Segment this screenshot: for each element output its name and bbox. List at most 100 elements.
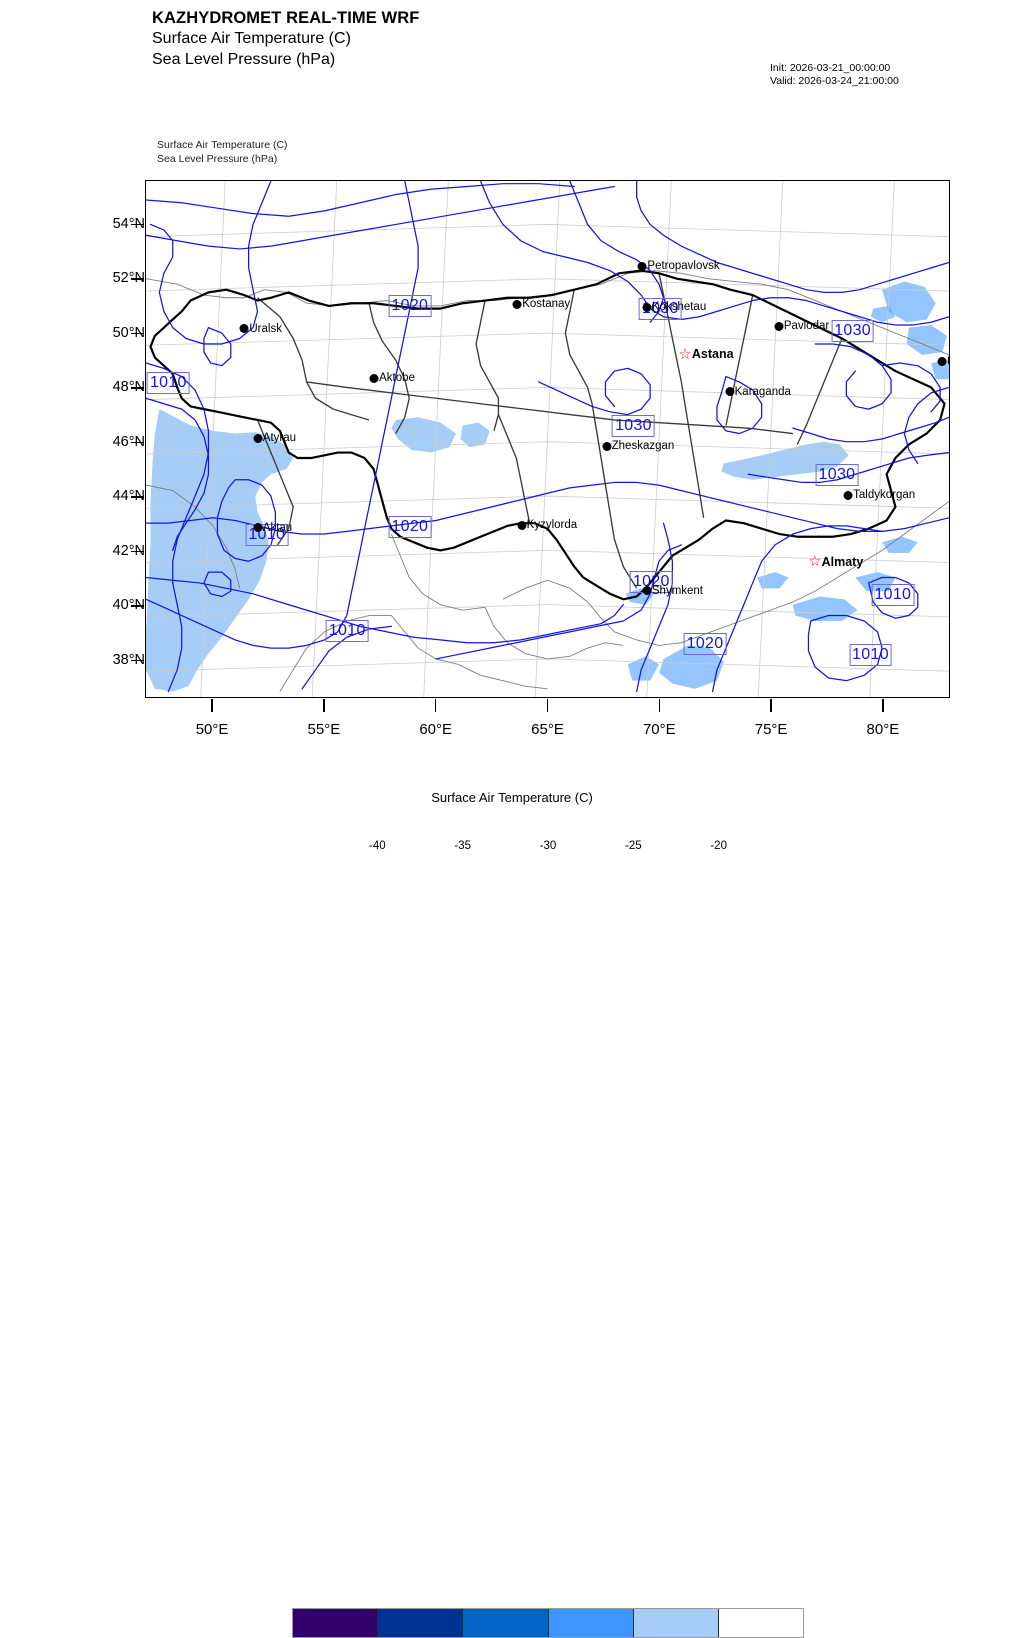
- lat-tick-label: 50°N: [112, 324, 145, 341]
- lat-tick-label: 42°N: [112, 542, 145, 559]
- lon-tick-mark: [435, 699, 437, 712]
- lon-tick-mark: [882, 699, 884, 712]
- city-label: Kyzylorda: [526, 519, 578, 532]
- city-dot-icon: [843, 490, 853, 500]
- city-dot-icon: [253, 523, 263, 533]
- city-marker-uralsk[interactable]: Uralsk: [239, 322, 282, 335]
- lat-tick-mark: [131, 496, 144, 498]
- graticule-layer: [146, 181, 949, 697]
- city-label: Aktobe: [379, 372, 415, 385]
- colorbar-segment-1: [378, 1609, 464, 1637]
- run-timestamps: Init: 2026-03-21_00:00:00 Valid: 2026-03…: [770, 62, 1010, 88]
- isobar-label: 1010: [871, 584, 915, 607]
- colorbar-tick-label: -25: [625, 840, 642, 852]
- lat-tick-mark: [131, 387, 144, 389]
- isobar-label: 1020: [683, 633, 727, 656]
- colorbar-segment-4: [633, 1609, 719, 1637]
- lat-tick-mark: [131, 605, 144, 607]
- city-marker-aktobe[interactable]: Aktobe: [369, 372, 415, 385]
- city-marker-atyrau[interactable]: Atyrau: [253, 432, 296, 444]
- capital-star-icon: ☆: [808, 553, 822, 571]
- lat-tick-label: 48°N: [112, 379, 145, 396]
- city-dot-icon: [239, 324, 249, 334]
- isobar-label: 1020: [629, 570, 673, 593]
- city-marker-almaty[interactable]: ☆ Almaty: [808, 553, 863, 571]
- panel-caption-line-2: Sea Level Pressure (hPa): [157, 153, 278, 165]
- city-label: Pavlodar: [783, 320, 830, 333]
- lat-tick-mark: [131, 223, 144, 225]
- city-marker-zheskazgan[interactable]: Zheskazgan: [602, 440, 674, 452]
- map-panel[interactable]: 1020 1010 1030 1030 1030 1020 1010 1030 1020 1010…: [145, 180, 950, 698]
- lat-tick-mark: [131, 332, 144, 335]
- city-label: Astana: [691, 347, 734, 362]
- city-label: Taldykorgan: [853, 489, 916, 502]
- lon-tick-mark: [658, 699, 660, 712]
- city-dot-icon: [517, 520, 527, 530]
- isobar-label: 1010: [849, 644, 892, 667]
- lat-tick-label: 44°N: [112, 488, 145, 505]
- colorbar-tick-label: -40: [369, 840, 386, 852]
- city-dot-icon: [774, 321, 784, 331]
- city-dot-icon: [642, 586, 652, 596]
- colorbar-tick-label: -30: [539, 840, 557, 852]
- lat-tick-label: 54°N: [112, 215, 145, 232]
- isobar-label: 1030: [815, 464, 859, 487]
- city-label: Kokshetau: [651, 301, 707, 314]
- isobar-label: 1010: [325, 619, 369, 642]
- lon-tick-label: 70°E: [642, 721, 676, 738]
- city-label: Kostanay: [522, 298, 571, 311]
- city-label: Karaganda: [734, 385, 791, 398]
- panel-caption: Surface Air Temperature (C) Sea Level Pr…: [157, 138, 288, 166]
- lon-tick-label: 80°E: [866, 721, 900, 738]
- subtitle-temperature: Surface Air Temperature (C): [152, 30, 351, 47]
- colorbar-title: Surface Air Temperature (C): [431, 790, 593, 805]
- longitude-axis: 50°E 55°E 60°E 65°E 70°E 75°E 80°E: [145, 699, 950, 749]
- city-dot-icon: [642, 302, 652, 312]
- colorbar-swatches: [292, 1608, 804, 1638]
- valid-time-label: Valid: 2026-03-24_21:00:00: [770, 75, 899, 87]
- lon-tick-mark: [546, 699, 549, 712]
- lat-tick-mark: [131, 550, 144, 553]
- lon-tick-label: 55°E: [307, 721, 341, 738]
- city-marker-kokshetau[interactable]: Kokshetau: [642, 301, 706, 313]
- isobar-contour-layer: [146, 181, 949, 693]
- city-marker-ustkamen[interactable]: Ustkamen: [937, 356, 949, 368]
- city-dot-icon: [369, 373, 379, 383]
- latitude-axis: 54°N 52°N 50°N 48°N 46°N 44°N 42°N 40°N 38°N: [0, 180, 145, 698]
- isobar-label: 1020: [388, 295, 432, 318]
- city-marker-astana[interactable]: ☆ Astana: [678, 345, 734, 363]
- city-marker-kyzylorda[interactable]: Kyzylorda: [517, 519, 577, 531]
- lon-tick-mark: [770, 699, 772, 712]
- lon-tick-label: 75°E: [754, 721, 788, 738]
- city-marker-aktau[interactable]: Aktau: [253, 522, 292, 534]
- city-marker-petropavlovsk[interactable]: Petropavlovsk: [637, 260, 720, 272]
- city-label: Ustkamen: [947, 356, 949, 368]
- lon-tick-mark: [323, 699, 325, 712]
- page-title: KAZHYDROMET REAL-TIME WRF: [152, 9, 420, 27]
- city-dot-icon: [725, 387, 735, 397]
- colorbar-segment-3: [548, 1609, 634, 1637]
- lat-tick-mark: [131, 278, 144, 280]
- city-marker-karaganda[interactable]: Karaganda: [725, 386, 791, 398]
- capital-star-icon: ☆: [678, 345, 692, 363]
- city-label: Zheskazgan: [611, 440, 675, 453]
- city-marker-taldykorgan[interactable]: Taldykorgan: [843, 489, 916, 502]
- national-border-layer: [149, 269, 946, 601]
- city-label: Uralsk: [249, 322, 282, 335]
- temperature-shading-layer: [146, 281, 949, 692]
- city-dot-icon: [937, 357, 947, 367]
- lat-tick-mark: [131, 441, 144, 444]
- isobar-label: 1010: [146, 371, 190, 394]
- lon-tick-label: 65°E: [531, 721, 564, 738]
- city-dot-icon: [253, 433, 263, 443]
- lon-tick-label: 50°E: [195, 721, 229, 738]
- lat-tick-mark: [131, 659, 144, 662]
- city-marker-pavlodar[interactable]: Pavlodar: [774, 320, 829, 332]
- init-time-label: Init: 2026-03-21_00:00:00: [770, 62, 891, 74]
- city-dot-icon: [512, 299, 522, 309]
- city-marker-kostanay[interactable]: Kostanay: [512, 298, 571, 311]
- city-marker-shymkent[interactable]: Shymkent: [642, 585, 703, 597]
- city-dot-icon: [602, 441, 612, 451]
- lon-tick-mark: [211, 699, 213, 712]
- city-label: Aktau: [262, 521, 293, 534]
